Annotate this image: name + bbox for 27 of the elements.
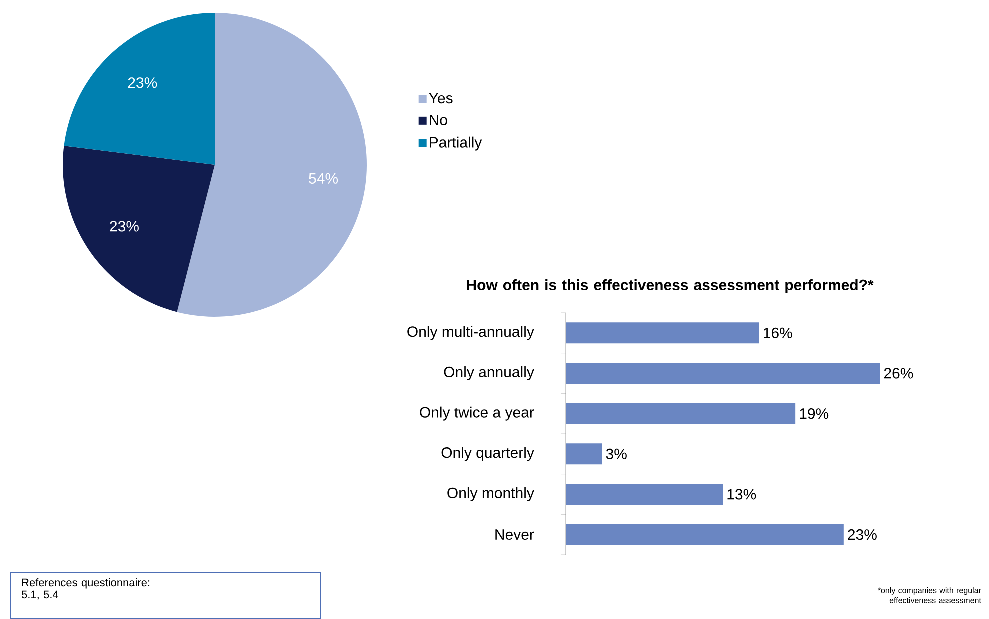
data-label: 23% bbox=[848, 530, 877, 540]
bar bbox=[566, 322, 760, 344]
bar bbox=[566, 363, 880, 384]
y-tick-label: Only annually bbox=[444, 366, 534, 380]
legend-label: Partially bbox=[430, 136, 482, 151]
data-label: 23% bbox=[110, 221, 139, 232]
y-tick-label: Only monthly bbox=[448, 488, 534, 502]
data-label: 54% bbox=[309, 173, 338, 184]
data-label: 13% bbox=[728, 489, 756, 500]
y-tick-label: Only twice a year bbox=[420, 406, 534, 421]
data-label: 23% bbox=[128, 78, 158, 88]
data-label: 3% bbox=[606, 448, 627, 460]
bar bbox=[566, 484, 724, 505]
bar bbox=[566, 403, 796, 424]
chart-title: How often is this effectiveness assessment performed?* bbox=[467, 279, 874, 294]
text: References questionnaire: 5.1, 5.4 bbox=[22, 578, 150, 600]
data-label: 16% bbox=[764, 328, 792, 338]
data-label: 19% bbox=[800, 408, 829, 420]
legend-label: Yes bbox=[429, 93, 453, 104]
legend-label: No bbox=[430, 115, 448, 126]
text: *only companies with regular effectiveness assessment bbox=[878, 588, 982, 604]
bar bbox=[566, 524, 844, 546]
y-tick-label: Only multi-annually bbox=[408, 326, 534, 340]
y-tick-label: Only quarterly bbox=[442, 447, 534, 462]
y-tick-label: Never bbox=[496, 530, 534, 540]
bar bbox=[566, 444, 602, 465]
data-label: 26% bbox=[884, 368, 914, 379]
